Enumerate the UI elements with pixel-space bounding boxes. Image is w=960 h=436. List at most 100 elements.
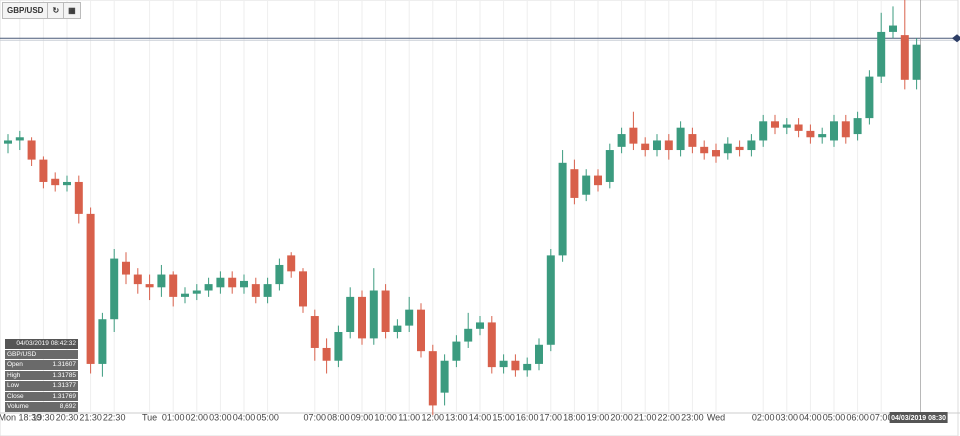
candle-body <box>629 127 638 144</box>
x-tick-label: 05:00 <box>256 412 279 422</box>
candle-body <box>712 150 720 157</box>
x-tick-label: 20:30 <box>56 412 79 422</box>
x-tick-label: 07:00 <box>870 412 893 422</box>
x-tick-label: 11:00 <box>398 412 420 422</box>
x-tick-label: 07:00 <box>304 412 327 422</box>
candle-body <box>818 134 827 138</box>
x-tick-label: 01:00 <box>162 412 185 422</box>
x-tick-label: 03:00 <box>776 412 799 422</box>
info-timestamp: 04/03/2019 08:42:32 <box>5 339 78 349</box>
candle-body <box>535 344 543 364</box>
x-tick-label: 04/03/2019 08:30 <box>891 415 946 422</box>
x-tick-label: 19:00 <box>587 412 610 422</box>
candle-body <box>912 44 921 80</box>
symbol-button[interactable]: GBP/USD <box>3 3 49 18</box>
candle-body <box>476 322 484 329</box>
x-tick-label: 13:00 <box>445 412 468 422</box>
x-tick-label: 16:00 <box>516 412 539 422</box>
info-value: 8,692 <box>59 403 76 410</box>
candle-body <box>841 121 850 138</box>
x-tick-label: 21:30 <box>79 412 102 422</box>
x-tick-label: 23:00 <box>681 412 704 422</box>
candle-body <box>4 140 12 144</box>
candle-body <box>523 363 532 371</box>
candle-body <box>487 322 496 368</box>
candle-body <box>688 134 697 147</box>
candle-body <box>299 271 307 307</box>
candle-body <box>664 140 673 151</box>
toolbar: GBP/USD ↻ ▦ <box>2 2 81 19</box>
candle-body <box>322 347 331 361</box>
candle-body <box>346 296 355 332</box>
candle-body <box>74 181 83 214</box>
candle-body <box>15 137 24 141</box>
candle-body <box>759 121 768 141</box>
candle-body <box>98 319 107 364</box>
candle-body <box>251 284 260 297</box>
candle-body <box>310 316 319 348</box>
candle-body <box>145 284 154 288</box>
candle-body <box>334 332 343 361</box>
candle-body <box>275 264 284 285</box>
refresh-button[interactable]: ↻ <box>48 3 65 18</box>
calendar-button[interactable]: ▦ <box>68 6 76 15</box>
info-row: Volume 8,692 <box>5 402 78 412</box>
candle-body <box>853 118 862 135</box>
info-value: 1.31607 <box>52 361 77 368</box>
candle-body <box>157 274 166 288</box>
candle-body <box>133 274 142 285</box>
info-row: Close 1.31769 <box>5 391 78 401</box>
candle-body <box>428 351 437 406</box>
x-tick-label: 15:00 <box>492 412 515 422</box>
candle-body <box>889 25 897 32</box>
candle-body <box>570 169 579 198</box>
x-tick-label: 09:00 <box>351 412 374 422</box>
x-tick-label: Tue <box>142 412 157 422</box>
x-tick-label: 22:30 <box>103 412 126 422</box>
info-value: 1.31785 <box>52 371 77 379</box>
info-label: Volume <box>7 403 29 410</box>
x-tick-label: 22:00 <box>658 412 681 422</box>
candle-body <box>900 35 909 80</box>
price-marker <box>952 34 960 43</box>
candle-body <box>499 360 508 368</box>
candle-body <box>358 296 366 339</box>
x-tick-label: Mon 18:30 <box>0 412 41 422</box>
candle-body <box>747 140 756 151</box>
candle-body <box>63 181 71 186</box>
candle-body <box>676 127 685 151</box>
x-tick-label: 04:00 <box>233 412 256 422</box>
crosshair-label-bg <box>889 412 948 423</box>
info-value: 1.31769 <box>52 392 77 400</box>
candle-body <box>216 277 225 288</box>
candle-body <box>771 121 779 128</box>
candle-body <box>700 146 709 154</box>
candle-body <box>110 258 119 320</box>
candle-body <box>440 360 449 393</box>
candle-body <box>417 309 425 352</box>
candle-body <box>169 274 178 297</box>
info-label: Low <box>7 382 19 389</box>
x-tick-label: 12:00 <box>422 412 445 422</box>
candle-body <box>51 178 60 186</box>
candle-body <box>546 255 555 345</box>
x-tick-label: 08:00 <box>327 412 350 422</box>
candle-body <box>806 130 815 138</box>
candle-body <box>582 175 591 195</box>
x-tick-label: 03:00 <box>209 412 232 422</box>
candle-body <box>830 121 838 141</box>
candle-body <box>122 261 130 275</box>
candle-body <box>393 325 402 332</box>
x-tick-label: 21:00 <box>634 412 657 422</box>
candle-body <box>653 140 661 151</box>
candle-body <box>192 290 201 294</box>
x-tick-label: Wed <box>707 412 725 422</box>
candle-body <box>511 360 520 371</box>
info-box: 04/03/2019 08:42:32 GBP/USD Open 1.31607 H… <box>5 339 78 413</box>
candle-body <box>794 124 803 131</box>
candle-body <box>369 290 378 339</box>
info-label: Close <box>7 392 24 400</box>
candle-body <box>263 284 272 297</box>
